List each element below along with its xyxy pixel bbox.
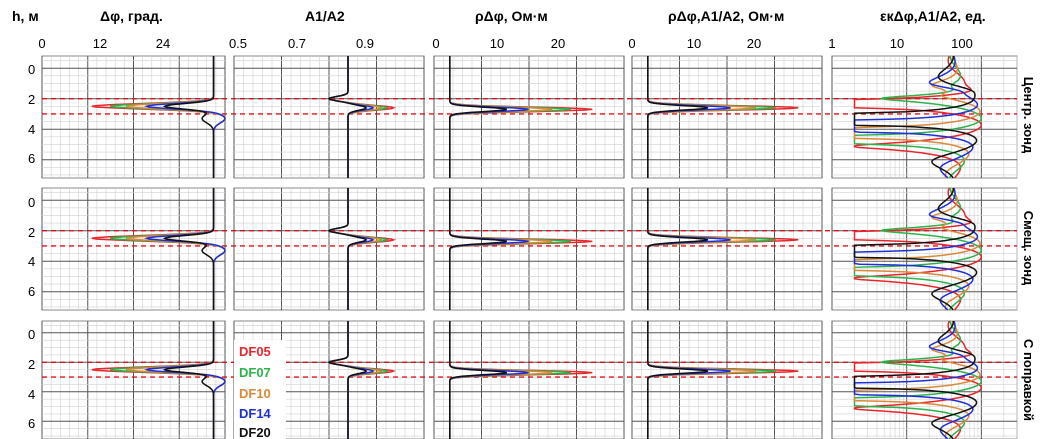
tick-p4-0: 0 (628, 36, 635, 51)
depth-tick-r3-2: 2 (28, 357, 35, 372)
series-line-df14 (853, 55, 979, 179)
tick-p1-1: 12 (93, 36, 107, 51)
tick-p1-0: 0 (38, 36, 45, 51)
series-line-df20 (647, 188, 709, 310)
depth-tick-r1-4: 4 (28, 122, 35, 137)
depth-tick-r2-6: 6 (28, 284, 35, 299)
tick-p3-0: 0 (432, 36, 439, 51)
panel-title-a1a2: A1/A2 (305, 8, 345, 24)
depth-tick-r1-0: 0 (28, 62, 35, 77)
row-title-corrected: С поправкой (1021, 339, 1036, 421)
tick-p1-2: 24 (156, 36, 170, 51)
series-line-df07 (853, 55, 982, 179)
depth-tick-r3-6: 6 (28, 416, 35, 431)
legend-item-df14: DF14 (239, 406, 272, 421)
panel-title-eps: εкΔφ,A1/A2, ед. (880, 8, 986, 24)
depth-tick-r1-6: 6 (28, 151, 35, 166)
depth-tick-r2-2: 2 (28, 225, 35, 240)
depth-tick-r2-0: 0 (28, 195, 35, 210)
legend-item-df07: DF07 (239, 365, 271, 380)
tick-p5-0: 1 (828, 36, 835, 51)
plot-area (41, 55, 1018, 439)
series-line-df20 (327, 188, 368, 310)
series-line-df20 (853, 188, 978, 311)
depth-axis-label: h, м (12, 8, 39, 24)
tick-p3-2: 20 (551, 36, 565, 51)
depth-tick-r3-4: 4 (28, 387, 35, 402)
legend-bg (234, 340, 286, 439)
series-line-df20 (449, 321, 507, 439)
series-line-df20 (162, 56, 215, 178)
series-line-df20 (327, 321, 368, 439)
series-line-df20 (162, 321, 215, 439)
depth-tick-r3-0: 0 (28, 327, 35, 342)
legend-item-df10: DF10 (239, 386, 271, 401)
depth-tick-r2-4: 4 (28, 254, 35, 269)
panel-title-rho-dphi: ρΔφ, Ом·м (475, 8, 548, 24)
tick-p2-1: 0.7 (288, 36, 306, 51)
series-line-df20 (647, 56, 709, 178)
series-line-df20 (853, 56, 978, 179)
tick-p3-1: 10 (490, 36, 504, 51)
row-title-central: Центр. зонд (1021, 77, 1036, 154)
series-line-df14 (853, 187, 979, 311)
panel-title-dphi: Δφ, град. (100, 8, 163, 24)
series-line-df07 (853, 320, 982, 439)
tick-p4-2: 20 (747, 36, 761, 51)
series-line-df20 (449, 188, 507, 310)
depth-tick-r1-2: 2 (28, 92, 35, 107)
tick-p5-2: 100 (951, 36, 973, 51)
panel-title-rho-dphi-a1a2: ρΔφ,A1/A2, Ом·м (668, 8, 784, 24)
series-line-df20 (162, 188, 215, 310)
tick-p5-1: 10 (890, 36, 904, 51)
row-title-offset: Смещ. зонд (1021, 211, 1036, 286)
series-line-df10 (853, 320, 981, 439)
legend-item-df20: DF20 (239, 425, 271, 439)
series-line-df14 (853, 320, 979, 439)
series-line-df10 (853, 55, 981, 179)
series-line-df20 (449, 56, 507, 178)
series-line-df20 (853, 321, 978, 439)
series-line-df07 (853, 187, 982, 311)
series-line-df20 (327, 56, 368, 178)
tick-p2-0: 0.5 (229, 36, 247, 51)
series-line-df20 (647, 321, 709, 439)
tick-p4-1: 10 (687, 36, 701, 51)
legend-item-df05: DF05 (239, 344, 271, 359)
legend: DF05 DF07 DF10 DF14 DF20 (234, 340, 286, 439)
series-line-df10 (853, 187, 981, 311)
tick-p2-2: 0.9 (356, 36, 374, 51)
